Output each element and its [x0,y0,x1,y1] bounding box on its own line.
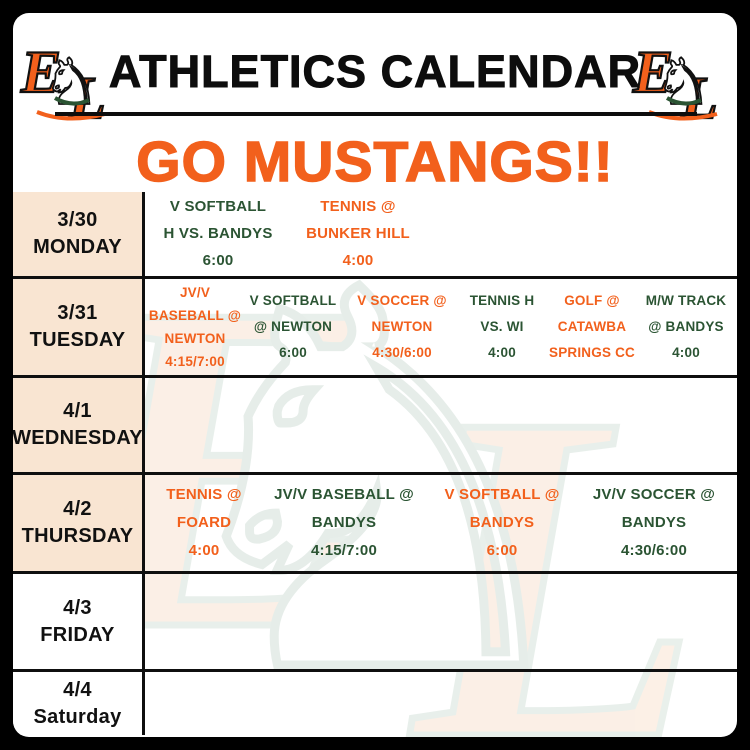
event-line: @ NEWTON [253,319,333,334]
event-line: 4:00 [188,542,220,559]
event-line: V SOCCER @ [357,293,447,308]
date-cell: 4/1 WEDNESDAY [13,378,145,472]
calendar-row: 4/3 FRIDAY [13,574,737,672]
event: TENNIS @ BUNKER HILL 4:00 [288,192,428,276]
date-cell: 4/2 THURSDAY [13,475,145,571]
go-mustangs-heading: GO MUSTANGS!! [136,129,614,195]
event-line: V SOFTBALL [169,198,267,215]
event-line: JV/V BASEBALL @ [274,486,414,503]
event: JV/V BASEBALL @ BANDYS 4:15/7:00 [260,481,428,565]
day-label: TUESDAY [29,329,126,351]
event-line: M/W TRACK [645,293,727,308]
events-area [145,672,737,735]
date-label: 4/4 [63,678,92,701]
event-line: BANDYS [621,514,687,531]
day-label: MONDAY [33,236,122,258]
event: TENNIS H VS. WI 4:00 [460,288,544,366]
event: V SOFTBALL @ NEWTON 6:00 [242,288,344,366]
event-line: H VS. BANDYS [163,225,273,242]
event-line: 4:30/6:00 [372,345,432,360]
calendar-row: 4/1 WEDNESDAY [13,378,737,475]
event-line: V SOFTBALL @ [444,486,560,503]
date-label: 4/3 [63,596,92,619]
svg-text:♞: ♞ [42,46,99,120]
events-area: JV/V BASEBALL @ NEWTON 4:15/7:00 V SOFTBALL @… [145,279,737,375]
event-line: JV/V [179,285,211,300]
event-line: JV/V SOCCER @ [592,486,716,503]
event-line: NEWTON [371,319,433,334]
calendar-row: 4/2 THURSDAY TENNIS @ FOARD 4:00 JV/V BASEB… [13,475,737,574]
event: V SOFTBALL @ BANDYS 6:00 [428,481,576,565]
date-cell: 4/4 Saturday [13,672,145,735]
date-label: 4/2 [63,498,92,520]
event-line: BASEBALL @ [148,308,242,323]
event-line: GOLF @ [564,293,620,308]
event-line: 4:30/6:00 [620,542,687,559]
event-line: TENNIS @ [320,198,396,215]
event-line: SPRINGS CC [548,345,635,360]
event-line: 6:00 [486,542,518,559]
event-line: VS. WI [480,319,524,334]
event-line: BUNKER HILL [306,225,410,242]
event-line: 4:15/7:00 [310,542,377,559]
day-label: FRIDAY [40,623,115,646]
svg-text:E: E [632,39,673,105]
day-label: Saturday [33,705,122,728]
svg-text:E: E [20,39,61,105]
day-label: WEDNESDAY [13,427,143,449]
poster-panel: E L ♞ E L ♞ E L ♞ ATHLETICS CALENDAR GO … [13,13,737,737]
calendar-row: 3/30 MONDAY V SOFTBALL H VS. BANDYS 6:00 TE… [13,192,737,279]
date-cell: 4/3 FRIDAY [13,574,145,669]
page-title: ATHLETICS CALENDAR [108,46,642,98]
events-area: V SOFTBALL H VS. BANDYS 6:00 TENNIS @ BUNKER… [145,192,737,276]
event: TENNIS @ FOARD 4:00 [148,481,260,565]
event-line: FOARD [176,514,232,531]
event: M/W TRACK @ BANDYS 4:00 [640,288,732,366]
svg-text:♞: ♞ [654,46,711,120]
event-line: 4:15/7:00 [165,354,225,369]
calendar-table: 3/30 MONDAY V SOFTBALL H VS. BANDYS 6:00 TE… [13,192,737,735]
event: V SOCCER @ NEWTON 4:30/6:00 [344,288,460,366]
event-line: TENNIS @ [166,486,242,503]
event-line: 6:00 [279,345,307,360]
event-line: NEWTON [164,331,226,346]
events-area [145,378,737,472]
title-underline [55,112,697,116]
event-line: @ BANDYS [648,319,724,334]
date-label: 4/1 [63,400,92,422]
event-line: TENNIS H [469,293,535,308]
event-line: 6:00 [202,252,234,269]
date-label: 3/30 [57,209,98,231]
event-line: 4:00 [672,345,700,360]
event-line: BANDYS [469,514,535,531]
event-line: BANDYS [311,514,377,531]
event-line: V SOFTBALL [249,293,337,308]
event-line: 4:00 [488,345,516,360]
event: JV/V SOCCER @ BANDYS 4:30/6:00 [576,481,732,565]
events-area [145,574,737,669]
event: GOLF @ CATAWBA SPRINGS CC [544,288,640,366]
calendar-row: 3/31 TUESDAY JV/V BASEBALL @ NEWTON 4:15/7:… [13,279,737,378]
date-cell: 3/30 MONDAY [13,192,145,276]
event-line: 4:00 [342,252,374,269]
day-label: THURSDAY [21,525,134,547]
date-cell: 3/31 TUESDAY [13,279,145,375]
event: V SOFTBALL H VS. BANDYS 6:00 [148,192,288,276]
events-area: TENNIS @ FOARD 4:00 JV/V BASEBALL @ BANDYS 4:… [145,475,737,571]
event: JV/V BASEBALL @ NEWTON 4:15/7:00 [148,281,242,373]
date-label: 3/31 [57,302,98,324]
calendar-row: 4/4 Saturday [13,672,737,735]
event-line: CATAWBA [557,319,627,334]
